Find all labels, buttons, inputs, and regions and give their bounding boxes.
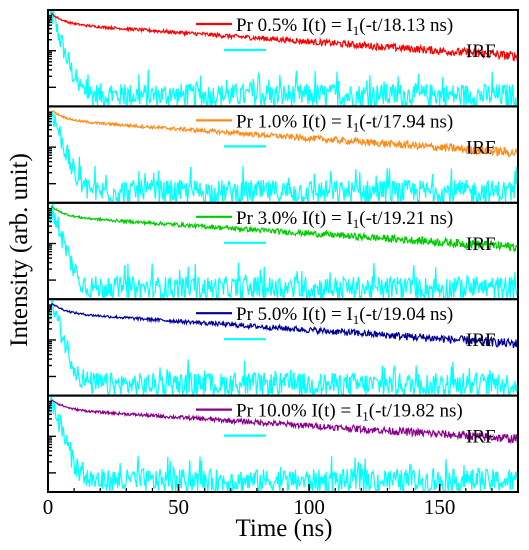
- x-axis: 0 50 100 150: [43, 484, 493, 519]
- legend-label-sample: Pr 1.0% I(t) = I1(-t/17.94 ns): [236, 111, 453, 134]
- x-tick-label: 50: [168, 495, 189, 519]
- irf-trace: [47, 396, 518, 494]
- legend-label-sample: Pr 10.0% I(t) = I1(-t/19.82 ns): [236, 401, 463, 424]
- panel: Pr 3.0% I(t) = I1(-t/19.21 ns) IRF: [47, 201, 519, 301]
- legend-label-sample: Pr 5.0% I(t) = I1(-t/19.04 ns): [236, 304, 453, 327]
- y-axis-title: Intensity (arb. unit): [6, 153, 33, 347]
- legend-label-irf: IRF: [466, 41, 496, 62]
- irf-trace: [47, 110, 518, 204]
- decay-trace: [47, 204, 519, 252]
- decay-trace: [47, 110, 519, 158]
- legend-label-irf: IRF: [466, 234, 496, 255]
- legend-label-irf: IRF: [466, 330, 496, 351]
- legend-label-irf: IRF: [466, 427, 496, 448]
- x-tick-label: 100: [293, 495, 325, 519]
- decay-trace: [47, 12, 519, 62]
- irf-trace: [47, 299, 518, 397]
- irf-trace: [47, 203, 518, 301]
- x-tick-label: 0: [43, 495, 54, 519]
- panel: Pr 1.0% I(t) = I1(-t/17.94 ns) IRF: [47, 105, 519, 204]
- legend-label-irf: IRF: [466, 137, 496, 158]
- panel: Pr 0.5% I(t) = I1(-t/18.13 ns) IRF: [47, 9, 519, 108]
- x-tick-label: 150: [424, 495, 456, 519]
- legend-label-sample: Pr 0.5% I(t) = I1(-t/18.13 ns): [236, 15, 453, 38]
- panel: Pr 10.0% I(t) = I1(-t/19.82 ns)IRF: [47, 394, 519, 494]
- irf-trace: [47, 10, 518, 108]
- x-axis-title: Time (ns): [235, 515, 332, 542]
- panel: Pr 5.0% I(t) = I1(-t/19.04 ns) IRF: [47, 298, 519, 397]
- decay-trace: [47, 302, 519, 349]
- legend-label-sample: Pr 3.0% I(t) = I1(-t/19.21 ns): [236, 208, 453, 231]
- decay-trace: [47, 399, 519, 445]
